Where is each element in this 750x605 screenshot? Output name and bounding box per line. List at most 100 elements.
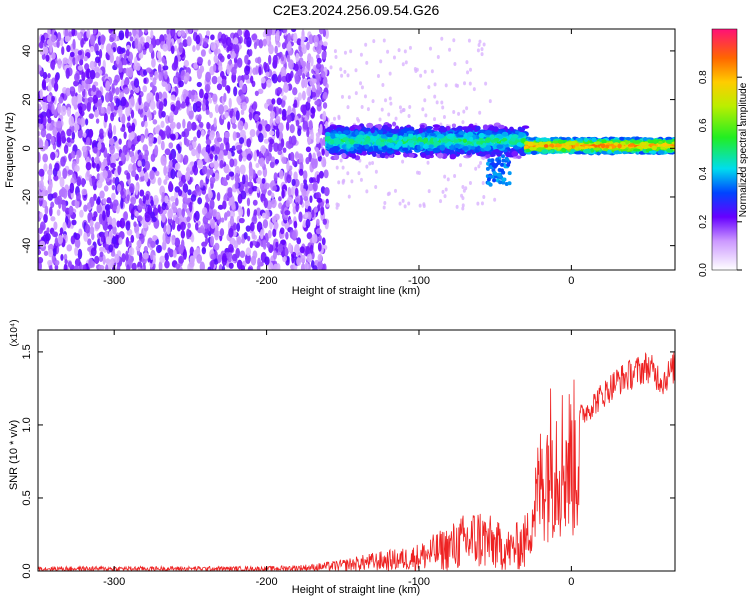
spectrogram-cell	[269, 161, 275, 169]
spectrogram-cell	[218, 104, 224, 115]
spectrogram-cell	[354, 137, 360, 142]
spectrogram-cell	[59, 227, 64, 235]
spectrogram-cell	[499, 168, 504, 173]
spectrogram-cell	[401, 198, 405, 203]
spectrogram-cell	[462, 109, 466, 114]
spectrogram-cell	[223, 92, 227, 103]
spectrogram-cell	[213, 159, 219, 170]
spectrogram-cell	[273, 250, 277, 260]
spectrogram-cell	[187, 189, 192, 196]
spectrogram-cell	[81, 145, 87, 153]
spectrogram-cell	[59, 176, 65, 188]
spectrogram-cell	[252, 199, 258, 206]
spectrogram-cell	[106, 197, 112, 204]
spectrogram-cell	[227, 121, 231, 130]
spectrogram-cell	[94, 71, 100, 79]
spectrogram-cell	[145, 35, 151, 44]
spectrogram-cell	[372, 39, 376, 44]
spectrogram-cell	[218, 263, 223, 270]
spectrogram-cell	[388, 96, 392, 101]
spectrogram-cell	[196, 129, 201, 139]
spectrogram-cell	[221, 78, 227, 88]
spectrogram-cell	[250, 75, 254, 84]
spectrogram-cell	[95, 118, 100, 124]
spectrogram-cell	[58, 96, 64, 104]
spectrogram-cell	[163, 98, 168, 107]
spectrogram-cell	[86, 29, 91, 39]
spectrogram-cell	[109, 144, 115, 155]
spectrogram-cell	[249, 128, 256, 138]
spectrogram-cell	[444, 142, 452, 147]
spectrogram-cell	[225, 174, 230, 181]
spectrogram-cell	[132, 162, 138, 171]
spectrogram-cell	[188, 110, 194, 120]
spectrogram-cell	[142, 222, 148, 229]
spectrogram-cell	[417, 136, 423, 142]
spectrogram-cell	[171, 219, 176, 230]
spectrogram-cell	[392, 121, 397, 127]
spectrogram-cell	[216, 83, 223, 91]
spectrogram-cell	[92, 29, 97, 35]
spectrogram-cell	[121, 113, 126, 125]
spectrogram-cell	[392, 55, 396, 60]
spectrogram-cell	[51, 61, 55, 71]
spectrogram-cell	[376, 74, 380, 79]
spectrogram-cell	[42, 71, 48, 80]
spectrogram-cell	[157, 177, 162, 186]
spectrogram-cell	[321, 156, 327, 168]
spectrogram-cell	[333, 138, 341, 145]
spectrogram-cell	[226, 210, 231, 217]
spectrogram-cell	[155, 38, 161, 46]
spectrogram-cell	[296, 257, 302, 266]
spectrogram-cell	[72, 57, 76, 66]
spectrogram-cell	[459, 149, 465, 155]
spectrogram-cell	[217, 53, 223, 60]
spectrogram-cell	[482, 151, 490, 155]
spectrogram-cell	[176, 122, 181, 130]
spectrogram-cell	[453, 173, 457, 178]
spectrogram-cell	[252, 185, 258, 192]
spectrogram-cell	[404, 60, 408, 65]
spectrogram-cell	[105, 80, 111, 92]
spectrogram-cell	[493, 126, 499, 133]
spectrogram-cell	[210, 235, 215, 247]
spectrogram-cell	[485, 153, 491, 159]
spectrogram-cell	[219, 228, 225, 237]
spectrogram-cell	[364, 144, 370, 150]
spectrogram-cell	[386, 192, 390, 197]
spectrogram-cell	[322, 77, 328, 86]
spectrogram-cell	[38, 227, 43, 234]
spectrogram-cell	[293, 220, 298, 229]
spectrogram-cell	[177, 189, 183, 197]
spectrogram-cell	[150, 211, 155, 219]
spectrogram-cell	[104, 92, 111, 103]
spectrogram-cell	[121, 253, 126, 263]
spectrogram-cell	[135, 102, 139, 112]
spectrogram-cell	[447, 133, 455, 137]
spectrogram-cell	[482, 124, 489, 131]
spectrogram-cell	[209, 130, 216, 138]
spectrogram-cell	[305, 101, 311, 111]
spectrogram-cell	[205, 139, 212, 145]
spectrogram-cell	[488, 182, 493, 187]
spectrogram-cell	[125, 236, 130, 248]
spectrogram-cell	[295, 187, 299, 197]
spectrogram-cell	[247, 181, 254, 187]
spectrogram-cell	[219, 159, 224, 169]
spectrogram-cell	[160, 120, 165, 129]
spectrogram-cell	[169, 195, 176, 202]
spectrogram-cell	[340, 73, 344, 78]
spectrogram-cell	[371, 151, 377, 157]
spectrogram-cell	[426, 160, 430, 165]
spectrogram-cell	[478, 39, 482, 44]
spectrogram-cell	[92, 216, 97, 222]
spectrogram-cell	[214, 172, 220, 182]
spectrogram-cell	[43, 163, 48, 172]
spectrogram-cell	[111, 83, 115, 92]
spectrogram-cell	[315, 135, 320, 145]
spectrogram-cell	[248, 111, 253, 121]
spectrogram-cell	[144, 160, 151, 171]
spectrogram-cell	[374, 184, 378, 189]
spectrogram-cell	[287, 242, 292, 253]
spectrogram-cell	[265, 123, 271, 132]
